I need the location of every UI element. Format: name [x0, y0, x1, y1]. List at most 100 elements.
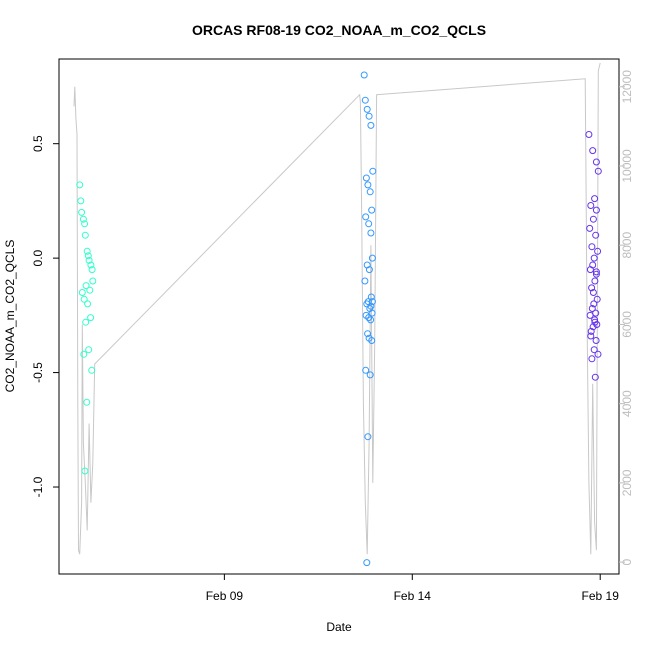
data-point — [367, 229, 375, 237]
data-point — [84, 300, 92, 308]
data-point — [85, 256, 93, 264]
data-point — [366, 371, 374, 379]
data-point — [77, 197, 85, 205]
y2-tick-label: 2000 — [620, 469, 634, 496]
data-point — [587, 332, 595, 340]
x-tick-label: Feb 09 — [206, 589, 244, 603]
data-point — [363, 559, 371, 567]
data-point — [588, 305, 596, 312]
data-point — [88, 266, 96, 274]
data-point — [592, 337, 600, 344]
data-point — [88, 366, 96, 374]
data-point — [592, 231, 600, 239]
data-point — [78, 289, 86, 296]
y2-axis: 0 2000 4000 6000 8000 10000 12000 — [619, 70, 634, 565]
y-tick-label: 0.0 — [31, 249, 45, 266]
data-point — [588, 284, 596, 292]
data-point — [365, 314, 373, 322]
data-point — [364, 433, 372, 441]
data-point — [86, 286, 94, 294]
y2-tick-label: 4000 — [620, 390, 634, 417]
data-point — [367, 316, 375, 324]
altitude-line — [73, 62, 601, 555]
data-point — [591, 277, 599, 285]
data-point — [587, 327, 595, 335]
data-point — [586, 224, 594, 232]
data-point — [76, 181, 84, 189]
data-point — [368, 337, 376, 344]
data-point — [89, 277, 97, 285]
points-layer — [76, 71, 602, 567]
data-point — [84, 252, 92, 260]
data-point — [85, 346, 93, 354]
data-point — [591, 195, 599, 203]
y-tick-label: -0.5 — [31, 362, 45, 383]
y-tick-label: -1.0 — [31, 476, 45, 497]
y2-tick-label: 0 — [620, 558, 634, 565]
data-point — [83, 398, 91, 406]
data-point — [369, 167, 377, 175]
data-point — [591, 318, 599, 326]
data-point — [588, 355, 596, 363]
data-point — [593, 295, 601, 303]
x-axis-label: Date — [326, 620, 352, 634]
y2-tick-label: 12000 — [620, 70, 634, 104]
x-axis: Feb 09 Feb 14 Feb 19 — [206, 574, 619, 603]
data-point — [589, 147, 597, 155]
data-point — [364, 181, 372, 189]
data-point — [361, 96, 369, 104]
data-point — [588, 243, 596, 251]
data-point — [590, 300, 598, 308]
y2-tick-label: 6000 — [620, 311, 634, 338]
y2-tick-label: 8000 — [620, 232, 634, 259]
data-point — [361, 277, 369, 285]
data-point — [365, 266, 373, 274]
data-point — [592, 158, 600, 166]
data-point — [79, 215, 87, 223]
data-point — [368, 298, 376, 306]
chart-title: ORCAS RF08-19 CO2_NOAA_m_CO2_QCLS — [192, 22, 486, 38]
data-point — [367, 121, 375, 129]
plot-frame — [58, 58, 620, 575]
data-point — [587, 202, 595, 209]
data-point — [363, 105, 371, 113]
data-point — [594, 247, 602, 255]
data-point — [367, 302, 375, 310]
altitude-layer — [73, 62, 601, 555]
data-point — [590, 254, 598, 262]
data-point — [586, 311, 594, 319]
data-point — [78, 208, 86, 216]
y-tick-label: 0.5 — [31, 135, 45, 152]
data-point — [591, 373, 599, 381]
data-point — [589, 289, 597, 296]
data-point — [81, 231, 89, 239]
x-tick-label: Feb 14 — [394, 589, 432, 603]
data-point — [362, 213, 370, 221]
data-point — [364, 330, 372, 338]
data-point — [365, 112, 373, 120]
data-point — [592, 270, 600, 278]
data-point — [87, 314, 95, 322]
data-point — [80, 295, 88, 303]
data-point — [360, 71, 368, 79]
data-point — [87, 261, 95, 269]
y-axis: -1.0 -0.5 0.0 0.5 — [31, 135, 59, 497]
data-point — [594, 350, 602, 358]
y-axis-label: CO2_NOAA_m_CO2_QCLS — [3, 240, 17, 393]
data-point — [366, 188, 374, 196]
y2-tick-label: 10000 — [620, 149, 634, 183]
data-point — [589, 215, 597, 223]
data-point — [362, 366, 370, 374]
data-point — [368, 254, 376, 262]
data-point — [368, 309, 376, 317]
data-point — [365, 220, 373, 228]
data-point — [368, 206, 376, 214]
data-point — [592, 268, 600, 276]
data-point — [593, 321, 601, 328]
data-point — [81, 220, 89, 228]
data-point — [585, 131, 593, 138]
data-point — [362, 174, 370, 182]
data-point — [589, 323, 597, 331]
